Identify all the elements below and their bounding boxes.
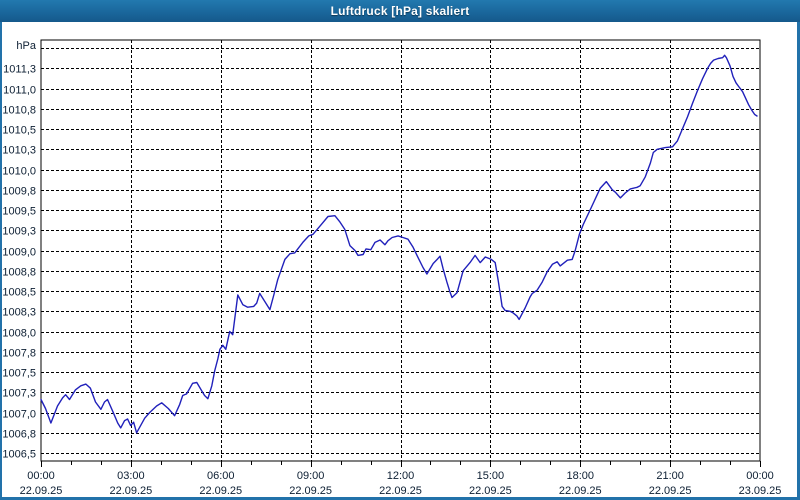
window-border-left xyxy=(0,22,2,500)
x-tick-time-label: 09:00 xyxy=(297,470,325,482)
y-tick-label: 1008,3 xyxy=(2,307,36,319)
x-tick-time-label: 06:00 xyxy=(207,470,235,482)
x-tick-date-label: 22.09.25 xyxy=(289,485,332,497)
x-tick-time-label: 18:00 xyxy=(566,470,594,482)
x-tick-date-label: 22.09.25 xyxy=(649,485,692,497)
y-tick-label: 1007,0 xyxy=(2,409,36,421)
window-border-right xyxy=(797,22,800,500)
y-axis-unit-label: hPa xyxy=(16,40,36,52)
x-tick-date-label: 22.09.25 xyxy=(379,485,422,497)
x-tick-time-label: 15:00 xyxy=(477,470,505,482)
x-tick-time-label: 00:00 xyxy=(27,470,55,482)
y-tick-label: 1010,5 xyxy=(2,125,36,137)
x-tick-date-label: 22.09.25 xyxy=(109,485,152,497)
x-tick-time-label: 03:00 xyxy=(117,470,145,482)
x-tick-date-label: 22.09.25 xyxy=(20,485,63,497)
x-gridlines xyxy=(131,40,671,461)
title-bar[interactable]: Luftdruck [hPa] skaliert xyxy=(0,0,800,22)
y-tick-label: 1008,8 xyxy=(2,267,36,279)
y-tick-label: 1009,0 xyxy=(2,247,36,259)
y-tick-label: 1007,3 xyxy=(2,388,36,400)
y-tick-label: 1007,5 xyxy=(2,368,36,380)
window-title: Luftdruck [hPa] skaliert xyxy=(330,4,470,18)
y-tick-label: 1011,0 xyxy=(3,85,36,97)
x-tick-date-label: 22.09.25 xyxy=(199,485,242,497)
y-tick-label: 1010,3 xyxy=(2,145,36,157)
plot-frame xyxy=(40,39,761,462)
y-tick-label: 1009,8 xyxy=(2,186,36,198)
x-axis-ticks xyxy=(41,461,761,467)
y-tick-label: 1008,0 xyxy=(2,328,36,340)
y-tick-label: 1009,5 xyxy=(2,206,36,218)
x-tick-time-label: 21:00 xyxy=(656,470,684,482)
x-tick-time-label: 00:00 xyxy=(746,470,774,482)
y-tick-label: 1010,8 xyxy=(2,105,36,117)
x-tick-date-label: 22.09.25 xyxy=(559,485,602,497)
y-axis-labels: 1011,3 1011,0 1010,8 1010,5 1010,3 1010,0 1009… xyxy=(2,64,36,461)
y-tick-label: 1007,8 xyxy=(2,348,36,360)
window-border-bottom xyxy=(0,497,800,500)
x-tick-time-label: 12:00 xyxy=(387,470,415,482)
y-tick-label: 1009,3 xyxy=(2,226,36,238)
x-tick-date-label: 22.09.25 xyxy=(469,485,512,497)
y-tick-label: 1006,5 xyxy=(2,449,36,461)
x-axis-labels: 00:00 22.09.25 03:00 22.09.25 06:00 22.09.25 0… xyxy=(20,470,782,497)
x-tick-date-label: 23.09.25 xyxy=(739,485,782,497)
y-tick-label: 1008,5 xyxy=(2,287,36,299)
y-tick-label: 1010,0 xyxy=(2,166,36,178)
pressure-line xyxy=(40,54,758,434)
y-tick-label: 1006,8 xyxy=(2,429,36,441)
y-tick-label: 1011,3 xyxy=(3,64,36,76)
